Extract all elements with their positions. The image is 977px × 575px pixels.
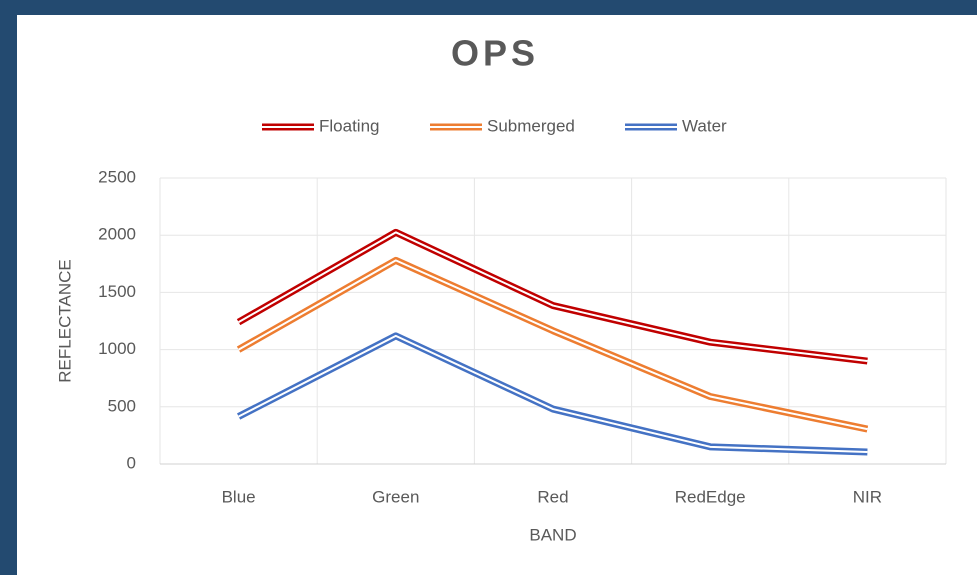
series-line-inner [238,259,868,431]
x-tick-label: Blue [222,487,256,506]
x-tick-label: RedEdge [675,487,746,506]
x-tick-label: Green [372,487,419,506]
legend-label: Submerged [487,116,575,135]
chart-background [17,15,977,575]
x-axis-title: BAND [529,525,576,544]
x-tick-label: Red [537,487,568,506]
legend-label: Water [682,116,727,135]
y-axis-title: REFLECTANCE [55,259,74,382]
legend-label: Floating [319,116,379,135]
y-tick-label: 500 [108,396,136,415]
series-line-inner [238,334,868,453]
chart-title: OPS [451,33,539,74]
y-tick-label: 2000 [98,225,136,244]
series-line-inner [238,231,868,363]
y-tick-label: 1500 [98,282,136,301]
x-tick-label: NIR [853,487,882,506]
y-tick-label: 0 [127,453,136,472]
y-tick-label: 2500 [98,167,136,186]
y-tick-label: 1000 [98,339,136,358]
